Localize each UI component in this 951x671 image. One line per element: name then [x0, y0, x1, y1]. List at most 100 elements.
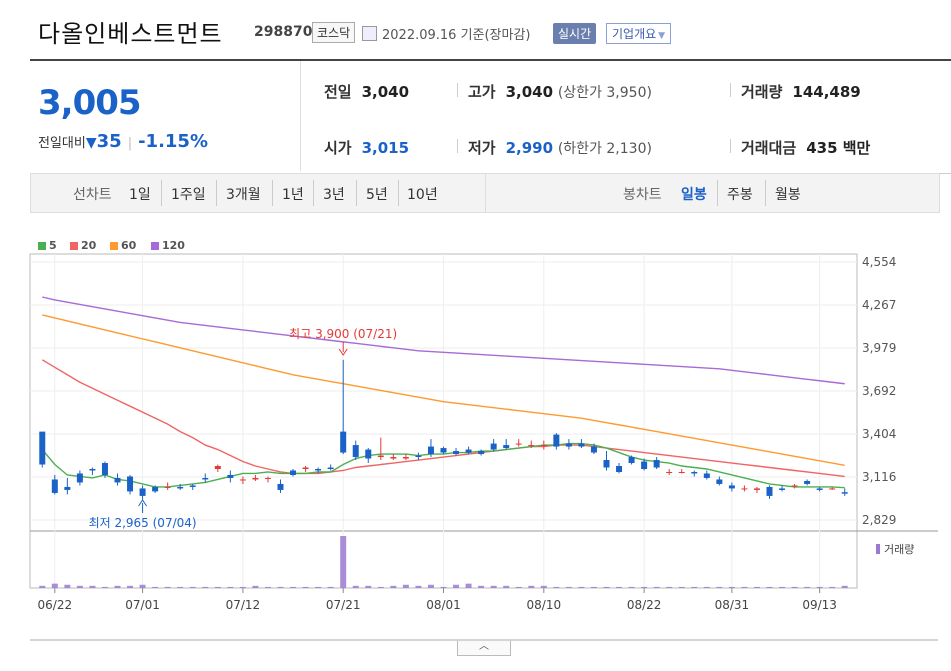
candle-body [553, 434, 560, 447]
candle-body [703, 473, 710, 478]
tab-1d[interactable]: 1일 [129, 187, 151, 203]
tab-10y[interactable]: 10년 [407, 187, 438, 203]
volume-bar [741, 586, 748, 588]
volume-legend-label: 거래량 [884, 543, 914, 556]
volume-bar [540, 585, 547, 588]
divider [313, 180, 314, 206]
tab-5y[interactable]: 5년 [366, 187, 388, 203]
tab-monthly[interactable]: 월봉 [775, 187, 801, 203]
volume-bar [214, 586, 221, 588]
open-price: 시가 3,015 [324, 137, 409, 158]
volume-bar [365, 585, 372, 588]
change-percent: -1.15% [138, 131, 208, 152]
ma5-label: 5 [49, 239, 57, 252]
candle-body [716, 479, 723, 484]
divider [765, 180, 766, 206]
chevron-up-icon: ︿ [479, 641, 489, 652]
volume-bar [478, 585, 485, 588]
volume-bar [465, 583, 472, 588]
candle-body [691, 471, 698, 474]
collapse-button[interactable]: ︿ [457, 641, 511, 656]
volume-bar [553, 586, 560, 588]
high-price: 고가 3,040 (상한가 3,950) [468, 81, 652, 102]
candle-body [590, 446, 597, 453]
chevron-down-icon: ▼ [658, 31, 666, 41]
candle-body [290, 470, 297, 475]
volume-legend-swatch [876, 544, 880, 554]
volume-bar [453, 584, 460, 588]
legend-ma20: 20 [70, 239, 96, 252]
candle-body [315, 468, 322, 471]
y-tick-label: 4,267 [862, 298, 896, 312]
candle-body [264, 477, 271, 479]
volume-bar [177, 586, 184, 588]
chart-tabs: 선차트 1일 1주일 3개월 1년 3년 5년 10년 봉차트 일봉 주봉 월봉 [30, 173, 940, 213]
volume-bar [766, 586, 773, 588]
volume-bar [39, 585, 46, 588]
volume-bar [666, 586, 673, 588]
volume-bar [691, 586, 698, 588]
change-value: 35 [96, 131, 122, 152]
volume-bar [139, 584, 146, 588]
divider [356, 180, 357, 206]
volume-bar [415, 585, 422, 588]
volume-bar [89, 585, 96, 588]
divider [485, 174, 486, 212]
candle-body [603, 460, 610, 468]
trade-amount: 거래대금 435 백만 [741, 137, 870, 158]
volume-bar [189, 586, 196, 588]
candle-body [51, 479, 58, 493]
price-box: 3,005 전일대비▼35 | -1.15% [30, 61, 301, 171]
x-tick-label: 06/22 [38, 598, 73, 612]
tab-daily[interactable]: 일봉 [681, 187, 707, 203]
volume-bar [51, 583, 58, 588]
volume-bar [239, 586, 246, 588]
ma20-label: 20 [81, 239, 97, 252]
low-arrowhead [138, 499, 147, 507]
volume-bar [641, 586, 648, 588]
volume-bar [252, 585, 259, 588]
candle-body [202, 477, 209, 480]
high-label: 고가 [468, 83, 496, 101]
x-tick-label: 07/01 [125, 598, 160, 612]
y-tick-label: 3,404 [862, 427, 896, 441]
candle-body [453, 451, 460, 455]
volume-bar [315, 586, 322, 588]
amount-label: 거래대금 [741, 139, 797, 157]
divider [216, 180, 217, 206]
realtime-button[interactable]: 실시간 [553, 23, 597, 44]
candle-body [377, 455, 384, 458]
candle-body [427, 446, 434, 455]
y-tick-label: 2,829 [862, 513, 896, 527]
divider [457, 83, 458, 97]
tab-weekly[interactable]: 주봉 [727, 187, 753, 203]
volume-bar [528, 585, 535, 588]
candle-body [327, 467, 334, 469]
candle-body [528, 445, 535, 447]
high-value: 3,040 [505, 83, 554, 101]
volume-bar [503, 585, 510, 588]
tab-1w[interactable]: 1주일 [171, 187, 206, 203]
tab-3m[interactable]: 3개월 [226, 187, 261, 203]
divider [457, 139, 458, 153]
volume-bar [841, 585, 848, 588]
volume-label: 거래량 [741, 83, 783, 101]
divider [730, 83, 731, 97]
volume-bar [152, 586, 159, 588]
company-overview-dropdown[interactable]: 기업개요 ▼ [606, 23, 672, 44]
tab-3y[interactable]: 3년 [323, 187, 345, 203]
candle-body [816, 488, 823, 490]
volume-bar [515, 586, 522, 588]
tab-1y[interactable]: 1년 [282, 187, 304, 203]
divider [161, 180, 162, 206]
down-triangle-icon: ▼ [85, 135, 97, 151]
candle-body [779, 488, 786, 490]
volume-bar [603, 586, 610, 588]
volume-bar [728, 586, 735, 588]
candle-body [804, 480, 811, 484]
volume-bar [678, 586, 685, 588]
candle-body [252, 477, 259, 480]
volume-bar [804, 586, 811, 588]
legend-ma120: 120 [151, 239, 185, 252]
